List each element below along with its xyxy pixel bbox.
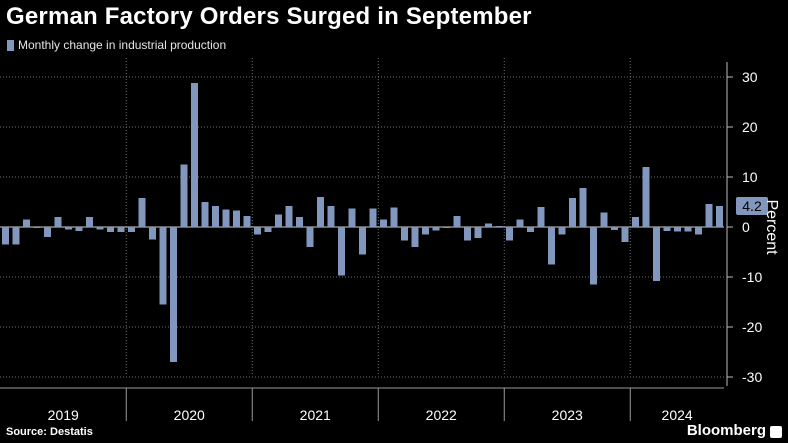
bar [369,208,377,227]
bar [296,217,303,227]
bar [44,227,51,237]
bar [338,227,345,276]
bar [75,227,83,231]
x-year-label: 2019 [48,407,79,423]
bar [684,227,692,232]
legend-swatch [7,39,14,51]
bar [317,197,324,227]
bar [716,206,723,227]
y-tick-label: -30 [742,369,762,385]
bar [180,164,188,227]
bar [527,227,534,232]
bar [117,227,125,232]
bar [705,204,713,227]
source-note: Source: Destatis [6,426,93,438]
bar [380,219,387,227]
bar [548,227,555,265]
bar [138,198,146,227]
bar [569,198,576,227]
bar [243,216,251,227]
bar [674,227,681,232]
bar [558,227,566,235]
bar [65,227,72,230]
bar [254,227,261,235]
bar [695,227,702,235]
bar [86,217,93,227]
bar [191,83,198,227]
bar [327,206,335,227]
bar [632,217,639,227]
y-tick-label: 0 [742,219,750,235]
bar [128,227,135,232]
bar [411,227,419,247]
bar [12,227,20,245]
bar [96,227,104,230]
bar [390,207,398,227]
x-year-label: 2020 [174,407,205,423]
bar [233,210,240,227]
bar [275,214,282,227]
bar [107,227,114,232]
y-tick-label: -10 [742,269,762,285]
bar [222,209,230,227]
bar [653,227,660,281]
bar [306,227,314,247]
bar [201,202,209,227]
bar [579,188,587,227]
bar [212,206,219,227]
bar [600,212,608,227]
bar [485,223,492,227]
bar [359,227,366,255]
bar [432,227,440,231]
bar [611,227,618,230]
bar [54,217,62,227]
bar [464,227,471,241]
chart-title: German Factory Orders Surged in Septembe… [6,3,532,30]
bar [33,227,41,228]
bar [516,219,524,227]
bar [422,227,429,235]
bar [285,206,293,227]
x-year-label: 2023 [552,407,583,423]
bar [401,227,408,241]
bar [453,216,461,227]
bar [537,207,545,227]
bar [170,227,177,362]
bar [506,227,513,241]
y-tick-label: 20 [742,119,758,135]
bar [495,226,503,227]
x-year-label: 2024 [662,407,693,423]
bar [642,167,650,227]
brand-logo: Bloomberg [686,422,766,439]
bar [159,227,167,305]
bar [23,219,30,227]
legend-label: Monthly change in industrial production [18,38,227,52]
y-axis-label: Percent [763,199,780,255]
y-tick-label: -20 [742,319,762,335]
x-year-label: 2022 [426,407,457,423]
bar [621,227,629,242]
last-value-badge [736,197,768,215]
last-value-label: 4.2 [742,198,762,214]
y-tick-label: 10 [742,169,758,185]
legend: Monthly change in industrial production [7,38,226,52]
bar [663,227,671,231]
y-tick-label: 30 [742,69,758,85]
bar [348,208,356,227]
bar [443,227,450,228]
x-year-label: 2021 [300,407,331,423]
bar [474,227,482,238]
bar [2,227,9,245]
bar [149,227,156,240]
chart-icon [770,426,782,438]
bar [264,227,272,232]
bar [590,227,597,285]
